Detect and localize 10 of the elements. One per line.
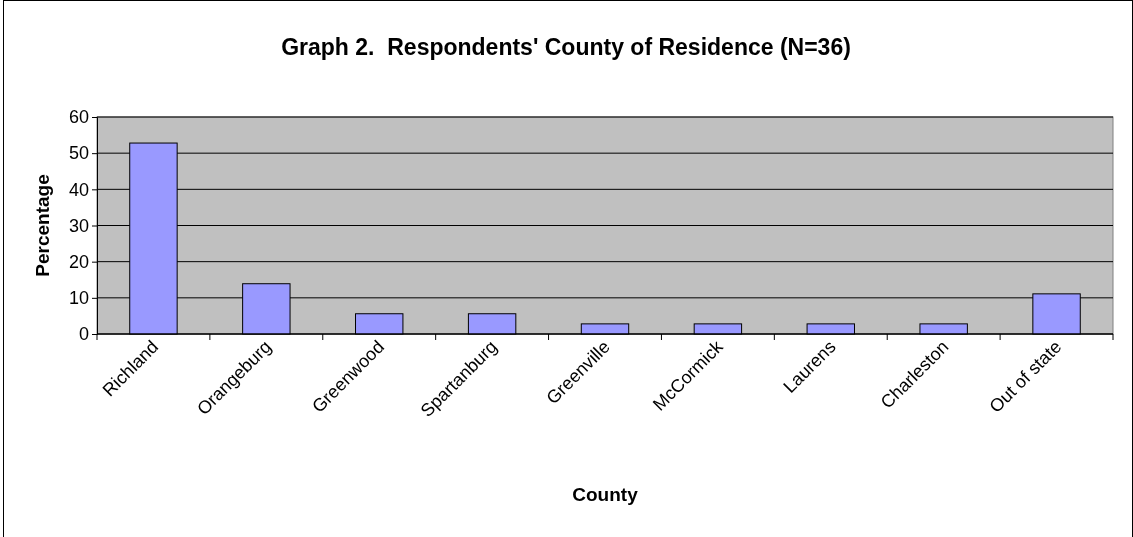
y-tick-label: 50: [68, 143, 89, 164]
y-tick-label: 20: [68, 251, 89, 272]
chart-title: Graph 2. Respondents' County of Residence (N=36): [281, 34, 851, 60]
y-tick-label: 10: [68, 288, 89, 309]
y-axis-title: Percentage: [32, 174, 53, 277]
y-tick-label: 0: [78, 324, 89, 345]
y-tick-label: 30: [68, 215, 89, 236]
x-axis-title: County: [572, 484, 639, 505]
y-tick-label: 60: [68, 107, 89, 128]
y-tick-label: 40: [68, 179, 89, 200]
